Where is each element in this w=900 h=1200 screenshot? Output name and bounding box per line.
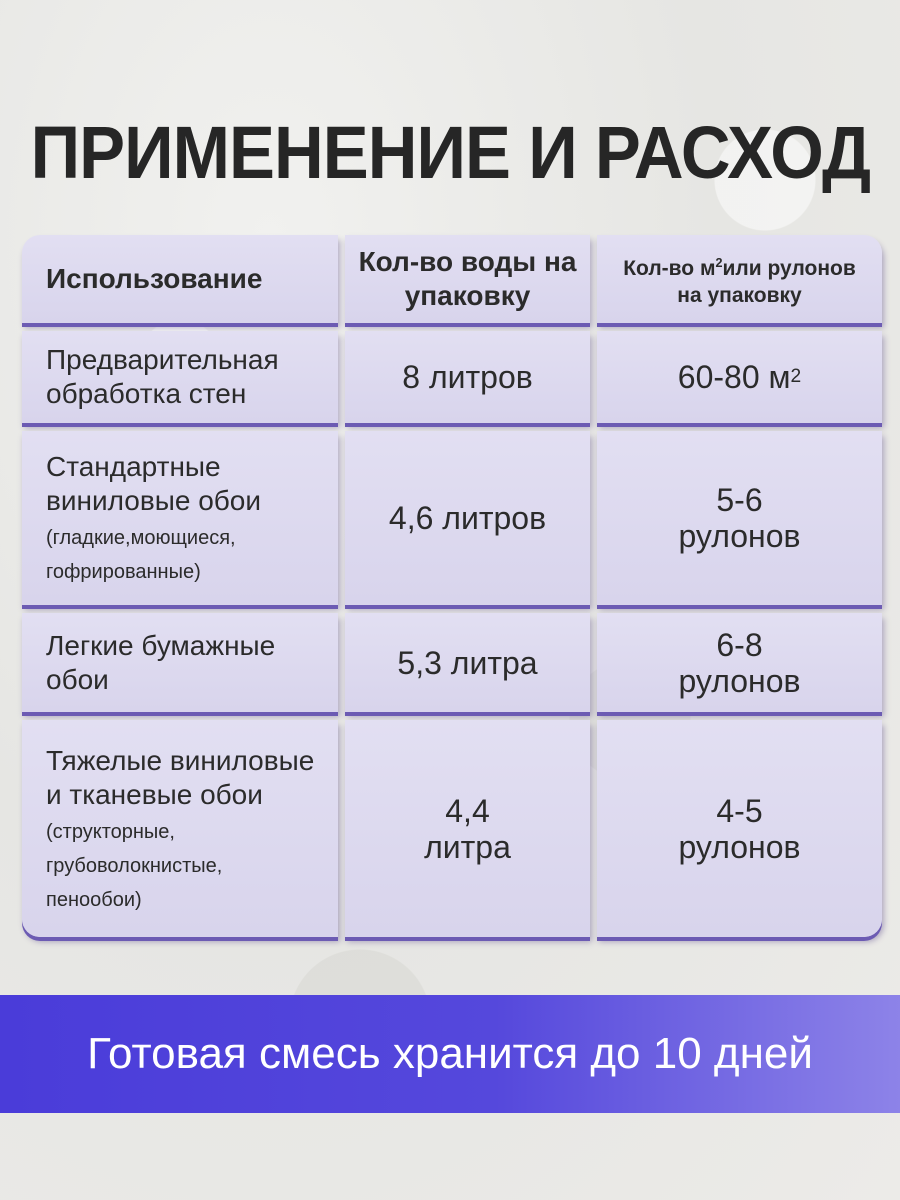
header-coverage-text: Кол-во м2или рулонов на упаковку xyxy=(615,250,865,309)
usage-text: Тяжелые виниловые и тканевые обои xyxy=(46,744,315,810)
coverage-sup: 2 xyxy=(790,366,802,387)
water-text: 4,4 литра xyxy=(424,792,511,865)
usage-text: Предварительная обработка стен xyxy=(46,344,279,409)
header-water: Кол-во воды на упаковку xyxy=(345,235,590,323)
usage-note: (структорные, грубоволокнистые, пенообои… xyxy=(46,820,223,911)
table-row-4-coverage: 4-5 рулонов xyxy=(597,720,882,937)
table-row-4-water: 4,4 литра xyxy=(345,720,590,937)
coverage-text: 60-80 м xyxy=(677,359,791,395)
table-row-2-coverage: 5-6 рулонов xyxy=(597,431,882,605)
table-row-4-usage: Тяжелые виниловые и тканевые обои (струк… xyxy=(22,720,338,937)
banner-text: Готовая смесь хранится до 10 дней xyxy=(87,1029,813,1078)
usage-text: Легкие бумажные обои xyxy=(46,629,276,695)
table-row-2-water: 4,6 литров xyxy=(345,431,590,605)
usage-note: (гладкие,моющиеся, гофрированные) xyxy=(46,527,236,583)
table-row-2-usage: Стандартные виниловые обои (гладкие,моющ… xyxy=(22,431,338,605)
table-row-3-water: 5,3 литра xyxy=(345,613,590,712)
header-coverage: Кол-во м2или рулонов на упаковку xyxy=(597,235,882,323)
title-container: ПРИМЕНЕНИЕ И РАСХОД xyxy=(0,108,900,198)
header-coverage-part1: Кол-во м xyxy=(623,256,716,280)
header-water-text: Кол-во воды на упаковку xyxy=(358,246,577,311)
usage-text: Стандартные виниловые обои xyxy=(46,451,262,516)
storage-banner: Готовая смесь хранится до 10 дней xyxy=(0,995,900,1113)
table-row-3-usage: Легкие бумажные обои xyxy=(22,613,338,712)
coverage-text: 5-6 рулонов xyxy=(678,482,801,554)
page-title: ПРИМЕНЕНИЕ И РАСХОД xyxy=(30,111,870,194)
coverage-text: 6-8 рулонов xyxy=(678,626,801,699)
table-row-3-coverage: 6-8 рулонов xyxy=(597,613,882,712)
header-coverage-sup: 2 xyxy=(715,255,723,270)
coverage-text: 4-5 рулонов xyxy=(678,792,801,865)
table-row-1-usage: Предварительная обработка стен xyxy=(22,331,338,423)
table-row-1-water: 8 литров xyxy=(345,331,590,423)
header-usage: Использование xyxy=(22,235,338,323)
header-coverage-part2: или рулонов на упаковку xyxy=(677,256,856,307)
